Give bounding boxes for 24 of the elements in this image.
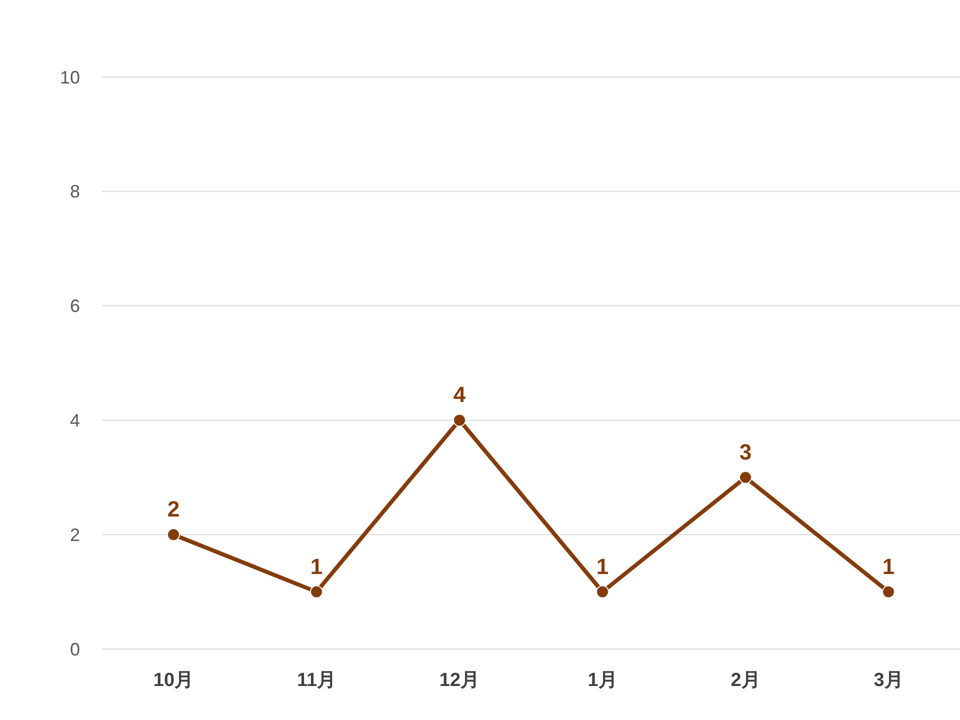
point: [596, 585, 609, 598]
x-tick-label: 11月: [296, 670, 336, 691]
data-label: 1: [310, 554, 323, 579]
x-tick-label: 1月: [588, 670, 618, 691]
point: [167, 528, 180, 542]
data-label: 4: [453, 382, 466, 408]
y-tick-label: 4: [70, 410, 80, 430]
data-label: 3: [739, 439, 752, 464]
data-label: 2: [167, 496, 180, 522]
y-tick-label: 6: [70, 296, 80, 316]
x-tick-label: 10月: [153, 670, 194, 691]
point: [739, 470, 752, 484]
data-label: 1: [882, 554, 895, 579]
y-tick-label: 0: [70, 639, 80, 660]
x-tick-label: 3月: [874, 670, 904, 691]
y-tick-label: 10: [60, 67, 80, 88]
y-tick-label: 2: [70, 524, 80, 545]
x-tick-label: 12月: [439, 670, 480, 691]
point: [453, 414, 466, 427]
point: [882, 585, 895, 598]
point: [310, 585, 323, 598]
y-tick-label: 8: [70, 182, 80, 202]
x-tick-label: 2月: [730, 670, 760, 691]
data-label: 1: [596, 554, 609, 579]
